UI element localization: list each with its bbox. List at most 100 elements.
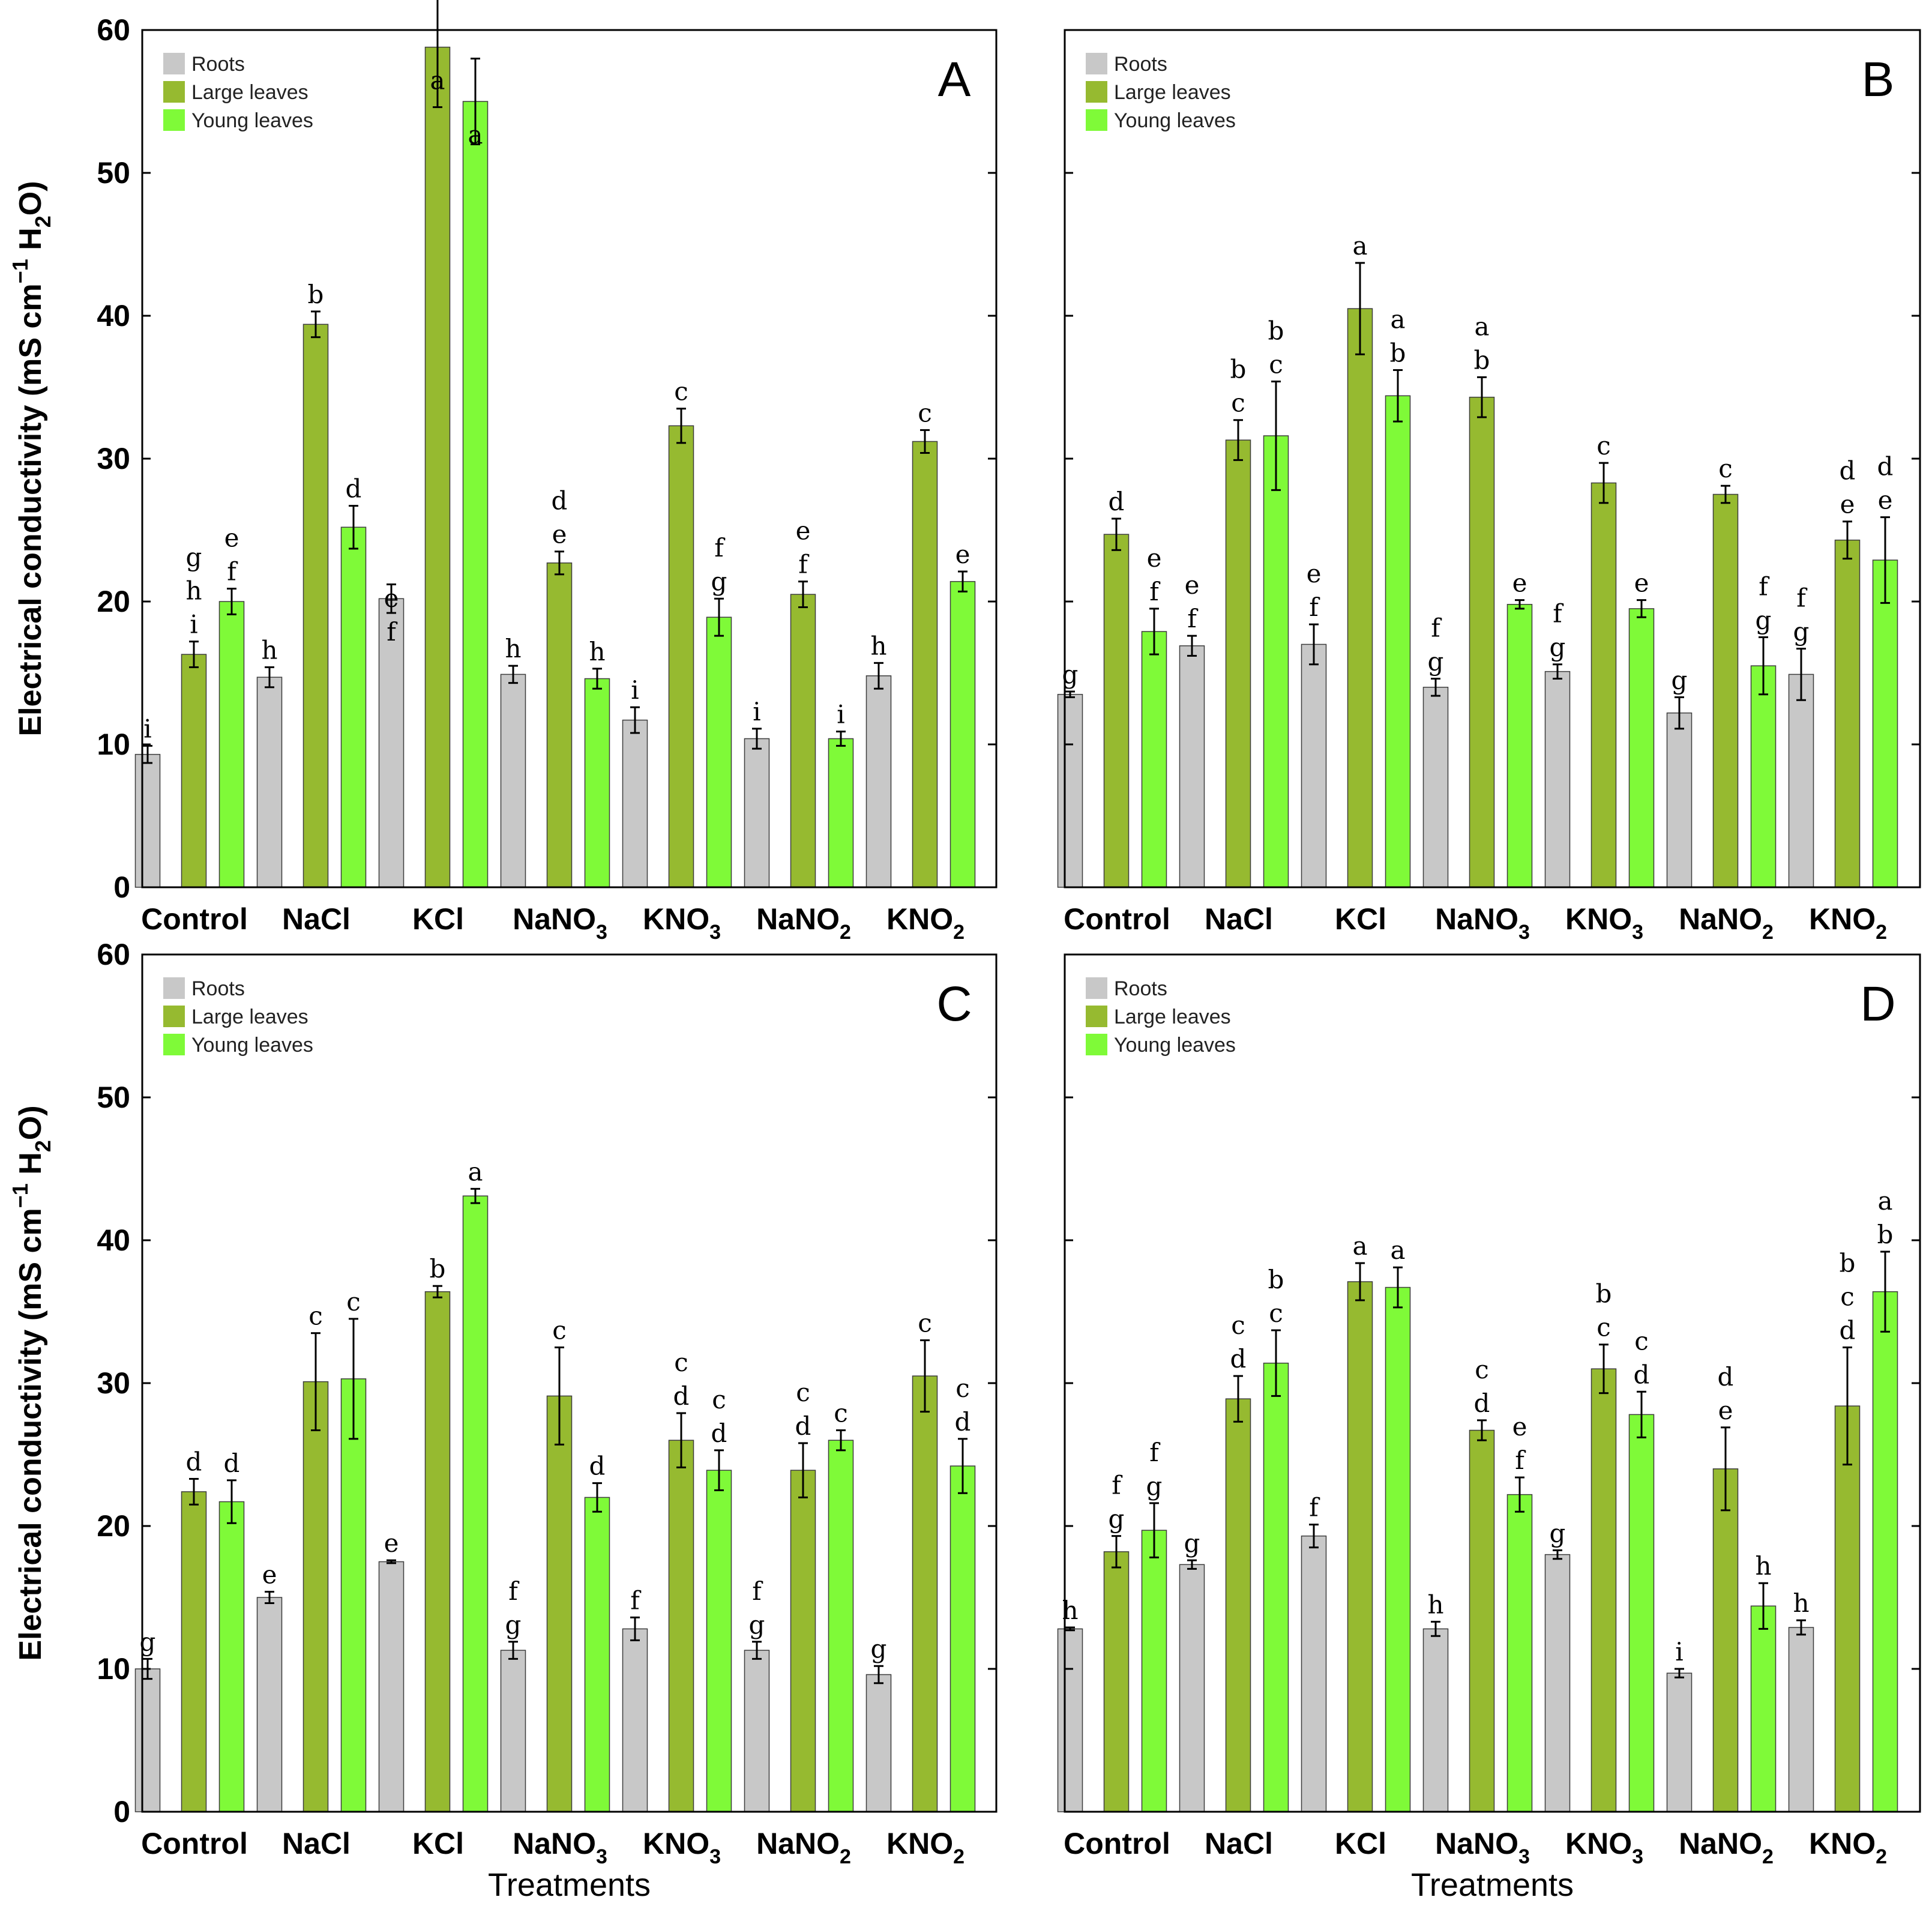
significance-letter: c xyxy=(674,377,688,406)
x-tick-base: NaCl xyxy=(1205,1827,1273,1860)
significance-letter: f xyxy=(1149,577,1161,606)
significance-label: a xyxy=(468,1157,483,1186)
significance-letter: c xyxy=(1231,1310,1245,1340)
significance-letter: a xyxy=(1390,304,1405,334)
significance-letter: c xyxy=(308,1301,323,1331)
legend-swatch xyxy=(1086,977,1107,999)
significance-letter: f xyxy=(1553,599,1564,629)
significance-letter: g xyxy=(871,1634,887,1663)
bar-large-leaves xyxy=(424,46,451,888)
significance-letter: d xyxy=(224,1449,240,1478)
x-tick-subscript: 2 xyxy=(1762,921,1774,944)
legend-label: Roots xyxy=(1114,53,1167,76)
significance-label: i xyxy=(837,700,844,729)
bar-young-leaves xyxy=(1385,395,1411,888)
legend-swatch xyxy=(163,977,185,999)
significance-letter: c xyxy=(674,1348,688,1377)
x-tick-base: NaCl xyxy=(282,902,351,936)
significance-letter: f xyxy=(1112,1471,1123,1500)
bar-large-leaves xyxy=(912,441,938,888)
y-tick-label: 60 xyxy=(97,938,130,971)
bar-young-leaves xyxy=(1750,1605,1777,1812)
bar-large-leaves xyxy=(302,324,329,888)
significance-letter: e xyxy=(552,520,567,549)
bar-large-leaves xyxy=(790,594,816,888)
x-tick-label: Control xyxy=(1064,902,1170,936)
bar-large-leaves xyxy=(302,1381,329,1812)
bar-roots xyxy=(500,1650,526,1812)
y-tick-label: 10 xyxy=(97,728,130,761)
bar-roots xyxy=(500,674,526,888)
significance-letter: c xyxy=(1718,454,1733,483)
significance-letter: h xyxy=(185,576,202,606)
legend-label: Young leaves xyxy=(191,109,313,132)
significance-letter: g xyxy=(1550,1518,1566,1548)
x-tick-label: NaNO3 xyxy=(1435,902,1530,944)
bar-young-leaves xyxy=(1263,435,1289,888)
y-axis-title-exponent: −1 xyxy=(8,259,32,283)
bar-roots xyxy=(256,677,283,888)
significance-letter: d xyxy=(673,1381,690,1411)
significance-letter: g xyxy=(1109,1504,1125,1534)
legend-swatch xyxy=(163,109,185,131)
significance-letter: a xyxy=(468,1157,483,1186)
bar-large-leaves xyxy=(1103,1551,1130,1812)
y-axis-title-end: O) xyxy=(13,1105,48,1140)
legend-label: Large leaves xyxy=(1114,81,1231,104)
y-axis-title-end: O) xyxy=(13,181,48,216)
x-tick-subscript: 3 xyxy=(1518,1845,1530,1868)
significance-label: c xyxy=(1718,454,1733,483)
bar-young-leaves xyxy=(1141,1530,1167,1812)
legend-swatch xyxy=(1086,1006,1107,1027)
x-tick-subscript: 2 xyxy=(953,921,964,944)
bar-young-leaves xyxy=(1506,604,1533,888)
y-tick-label: 20 xyxy=(97,1509,130,1543)
y-axis-title-exponent: −1 xyxy=(8,1183,32,1208)
significance-label: d xyxy=(186,1447,202,1476)
bar-large-leaves xyxy=(181,654,207,888)
significance-letter: c xyxy=(955,1374,970,1403)
significance-letter: h xyxy=(870,631,886,660)
bar-roots xyxy=(744,738,770,888)
x-tick-label: KCl xyxy=(1335,1827,1386,1860)
significance-label: a xyxy=(1390,1235,1405,1265)
significance-letter: f xyxy=(1149,1438,1161,1467)
bar-young-leaves xyxy=(828,738,854,888)
y-tick-label: 20 xyxy=(97,585,130,618)
bar-young-leaves xyxy=(584,678,610,888)
x-tick-label: KNO2 xyxy=(886,1827,964,1868)
significance-letter: c xyxy=(918,1309,932,1338)
y-tick-label: 10 xyxy=(97,1652,130,1686)
bar-young-leaves xyxy=(1628,1414,1655,1812)
panel-letter: A xyxy=(938,52,971,107)
significance-letter: d xyxy=(186,1447,202,1476)
significance-letter: c xyxy=(1596,431,1611,460)
y-tick-label: 50 xyxy=(97,156,130,190)
bar-roots xyxy=(1666,1672,1693,1812)
x-tick-label: NaNO3 xyxy=(1435,1827,1530,1868)
bar-young-leaves xyxy=(1506,1494,1533,1812)
x-axis-title: Treatments xyxy=(488,1867,651,1903)
x-tick-label: KNO3 xyxy=(643,1827,721,1868)
significance-letter: b xyxy=(1596,1279,1612,1309)
significance-label: h xyxy=(1793,1588,1809,1618)
panel-letter: B xyxy=(1862,52,1895,107)
x-tick-subscript: 3 xyxy=(1518,921,1530,944)
bar-roots xyxy=(1544,671,1571,888)
significance-letter: f xyxy=(1759,572,1770,602)
bar-large-leaves xyxy=(181,1491,207,1812)
x-tick-base: NaNO xyxy=(1435,1827,1518,1860)
bar-roots xyxy=(1788,1627,1814,1812)
x-tick-label: NaCl xyxy=(282,902,351,936)
significance-letter: d xyxy=(1840,1316,1856,1345)
significance-letter: g xyxy=(505,1610,522,1639)
x-axis-title: Treatments xyxy=(1411,1867,1574,1903)
bar-roots xyxy=(134,753,161,888)
significance-label: h xyxy=(1427,1590,1443,1619)
significance-letter: g xyxy=(1550,633,1566,662)
